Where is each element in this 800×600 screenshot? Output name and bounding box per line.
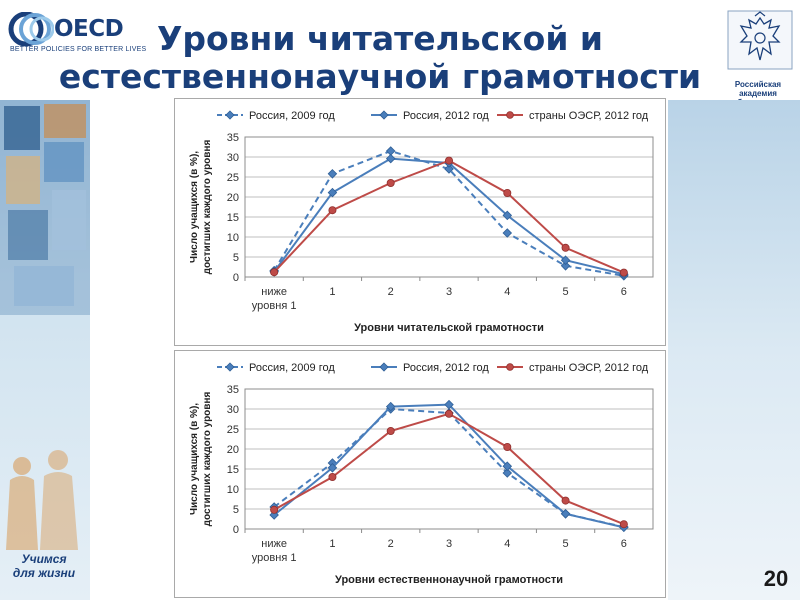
- legend-marker: [225, 110, 235, 120]
- data-point: [619, 268, 628, 277]
- legend-marker: [506, 363, 514, 371]
- x-tick-label: 3: [446, 538, 452, 550]
- logo-text: OECD: [54, 16, 124, 42]
- legend-marker: [379, 110, 389, 120]
- y-axis-label: достигших каждого уровня: [202, 392, 213, 527]
- data-point: [561, 243, 570, 252]
- y-tick-label: 30: [227, 404, 239, 416]
- page-title: Уровни читательской и естественнонаучной…: [30, 20, 730, 96]
- reading-literacy-chart: 0 5 10 15 20 25 30 35 ниже уровня 1 1 2 3 4 5 6 Уровни ч…: [189, 110, 654, 334]
- data-point: [444, 156, 453, 165]
- reading-literacy-chart-panel: 0 5 10 15 20 25 30 35 ниже уровня 1 1 2 3 4 5 6 Уровни ч…: [174, 98, 666, 346]
- y-tick-label: 20: [227, 192, 239, 204]
- y-tick-label: 15: [227, 464, 239, 476]
- data-point: [561, 496, 570, 505]
- legend-label: страны ОЭСР, 2012 год: [529, 110, 649, 122]
- y-tick-label: 0: [233, 524, 239, 536]
- legend-label: Россия, 2012 год: [403, 362, 489, 374]
- data-point: [502, 461, 513, 471]
- oecd-logo-icon: [8, 12, 54, 46]
- y-tick-label: 25: [227, 172, 239, 184]
- data-point: [328, 473, 337, 482]
- data-point: [386, 179, 395, 188]
- x-tick-label: 1: [329, 538, 335, 550]
- legend-marker: [506, 111, 514, 119]
- x-tick-label: 6: [621, 286, 627, 298]
- data-point: [560, 261, 571, 271]
- oecd-logo: OECD BETTER POLICIES FOR BETTER LIVES: [4, 10, 147, 56]
- data-point: [327, 169, 338, 179]
- data-point: [502, 210, 513, 221]
- x-tick-label: ниже: [261, 538, 287, 550]
- page-title-line-2: естественнонаучной грамотности: [58, 57, 702, 96]
- science-literacy-chart: 0 5 10 15 20 25 30 35 ниже уровня 1 1 2 3 4 5 6 Уровни е…: [189, 362, 654, 586]
- data-point: [270, 268, 279, 277]
- right-decorative-panel: [668, 100, 800, 600]
- data-point: [502, 228, 513, 238]
- y-tick-label: 35: [227, 384, 239, 396]
- y-tick-label: 0: [233, 272, 239, 284]
- data-point: [386, 427, 395, 436]
- y-axis-label: достигших каждого уровня: [202, 140, 213, 275]
- slogan-line-1: Учимся: [21, 552, 67, 566]
- y-tick-label: 30: [227, 152, 239, 164]
- data-point: [327, 463, 338, 473]
- slogan-line-2: для жизни: [12, 566, 76, 580]
- data-point: [619, 520, 628, 529]
- x-tick-label: уровня 1: [252, 552, 297, 564]
- page-title-line-1: Уровни читательской и: [156, 19, 604, 58]
- data-point: [560, 255, 571, 265]
- legend-label: страны ОЭСР, 2012 год: [529, 362, 649, 374]
- y-axis-label: Число учащихся (в %),: [189, 403, 200, 515]
- emblem-icon: [727, 10, 793, 70]
- x-tick-label: 1: [329, 286, 335, 298]
- data-point: [444, 409, 453, 418]
- y-tick-label: 5: [233, 504, 239, 516]
- logo-tagline: BETTER POLICIES FOR BETTER LIVES: [10, 46, 147, 53]
- x-axis-label: Уровни естественнонаучной грамотности: [335, 574, 563, 586]
- legend-marker: [379, 362, 389, 372]
- x-tick-label: ниже: [261, 286, 287, 298]
- y-tick-label: 25: [227, 424, 239, 436]
- y-tick-label: 10: [227, 484, 239, 496]
- legend-marker: [225, 362, 235, 372]
- x-axis-label: Уровни читательской грамотности: [354, 322, 544, 334]
- photo-collage: [0, 100, 90, 315]
- data-point: [327, 187, 338, 198]
- science-literacy-chart-panel: 0 5 10 15 20 25 30 35 ниже уровня 1 1 2 3 4 5 6 Уровни е…: [174, 350, 666, 598]
- x-tick-label: 6: [621, 538, 627, 550]
- x-tick-label: 3: [446, 286, 452, 298]
- plot-area: [244, 388, 654, 530]
- y-tick-label: 35: [227, 132, 239, 144]
- data-point: [503, 189, 512, 198]
- legend-label: Россия, 2009 год: [249, 110, 335, 122]
- y-tick-label: 15: [227, 212, 239, 224]
- data-point: [328, 206, 337, 215]
- plot-area: [244, 136, 654, 278]
- data-point: [385, 401, 396, 412]
- x-tick-label: 5: [563, 286, 569, 298]
- y-axis-label: Число учащихся (в %),: [189, 151, 200, 263]
- legend-label: Россия, 2012 год: [403, 110, 489, 122]
- page-number: 20: [763, 566, 789, 591]
- x-tick-label: 2: [388, 286, 394, 298]
- x-tick-label: 4: [504, 286, 510, 298]
- y-tick-label: 5: [233, 252, 239, 264]
- legend-label: Россия, 2009 год: [249, 362, 335, 374]
- y-tick-label: 10: [227, 232, 239, 244]
- x-tick-label: уровня 1: [252, 300, 297, 312]
- data-point: [444, 399, 454, 410]
- data-point: [502, 468, 513, 478]
- x-tick-label: 4: [504, 538, 510, 550]
- data-point: [444, 164, 454, 174]
- data-point: [560, 509, 571, 519]
- data-point: [385, 153, 396, 164]
- x-tick-label: 2: [388, 538, 394, 550]
- people-silhouettes: [6, 450, 78, 550]
- x-tick-label: 5: [563, 538, 569, 550]
- data-point: [270, 505, 279, 514]
- y-tick-label: 20: [227, 444, 239, 456]
- data-point: [503, 443, 512, 452]
- slogan: Учимся для жизни: [4, 552, 84, 580]
